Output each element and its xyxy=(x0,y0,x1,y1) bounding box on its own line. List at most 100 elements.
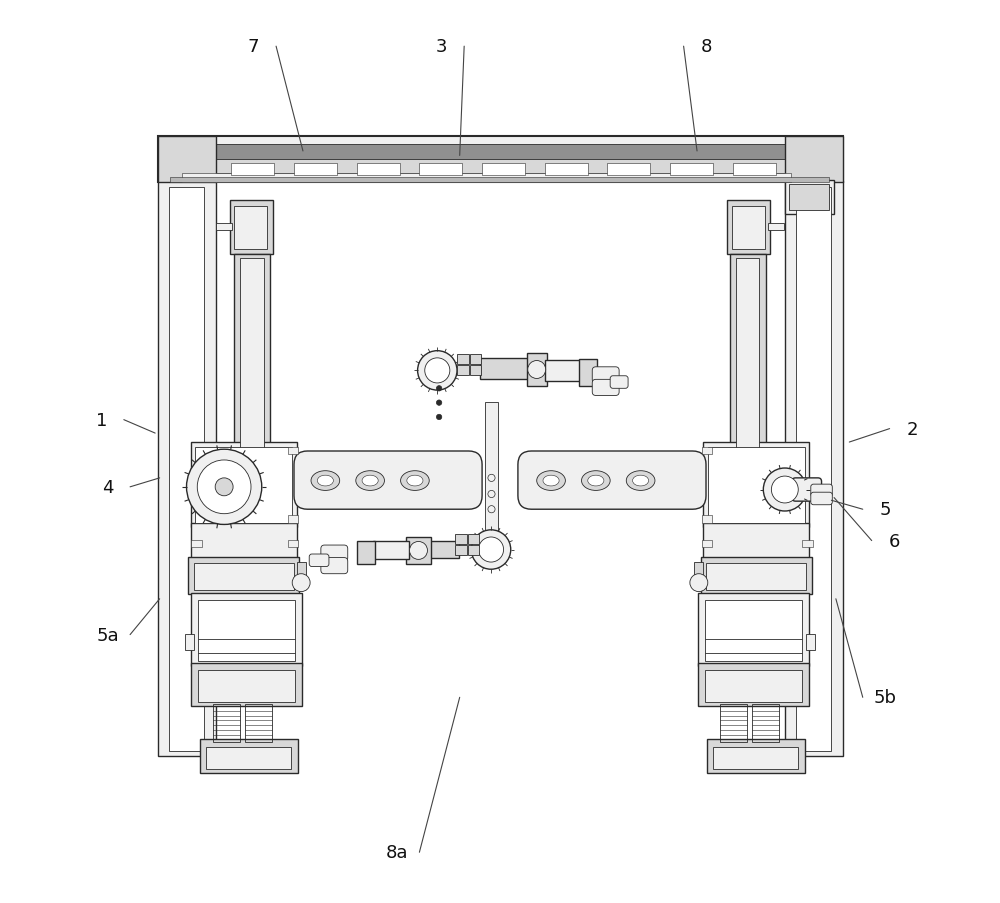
Bar xyxy=(245,704,272,742)
Bar xyxy=(213,704,240,742)
Bar xyxy=(705,671,802,702)
Bar xyxy=(713,747,798,769)
Circle shape xyxy=(436,386,442,392)
Bar xyxy=(185,634,194,650)
Bar xyxy=(406,537,431,564)
Text: 1: 1 xyxy=(96,411,107,429)
Circle shape xyxy=(410,542,427,560)
Bar xyxy=(373,542,409,560)
FancyBboxPatch shape xyxy=(309,554,329,567)
Bar xyxy=(470,366,481,376)
Circle shape xyxy=(763,469,806,511)
Bar xyxy=(191,664,302,706)
Bar xyxy=(727,201,770,255)
Bar xyxy=(733,163,776,176)
Bar xyxy=(455,535,467,545)
Bar xyxy=(703,523,809,559)
Circle shape xyxy=(187,450,262,525)
Bar xyxy=(796,188,831,751)
Bar xyxy=(158,182,216,756)
Bar xyxy=(294,163,337,176)
Bar xyxy=(206,747,291,769)
Bar xyxy=(419,163,462,176)
Bar xyxy=(706,563,806,591)
Bar xyxy=(694,563,703,590)
Bar xyxy=(198,671,295,702)
Circle shape xyxy=(690,574,708,592)
Circle shape xyxy=(197,461,251,514)
Bar xyxy=(720,704,747,742)
Bar xyxy=(736,259,759,465)
Bar xyxy=(702,540,712,547)
FancyBboxPatch shape xyxy=(592,368,619,384)
Bar xyxy=(732,207,765,249)
Bar xyxy=(288,447,298,454)
Bar xyxy=(234,207,267,249)
Bar xyxy=(607,163,650,176)
Bar xyxy=(480,358,530,380)
Bar xyxy=(198,600,295,661)
Bar xyxy=(705,600,802,661)
FancyBboxPatch shape xyxy=(811,493,832,505)
Bar xyxy=(806,634,815,650)
Circle shape xyxy=(479,537,504,563)
Circle shape xyxy=(215,479,233,497)
Bar xyxy=(170,160,829,174)
Circle shape xyxy=(528,361,546,379)
Bar xyxy=(231,163,274,176)
Bar xyxy=(169,188,204,751)
Bar xyxy=(785,182,843,756)
Bar xyxy=(357,541,375,564)
Ellipse shape xyxy=(582,471,610,491)
Text: 4: 4 xyxy=(102,479,113,497)
Bar xyxy=(579,359,597,386)
Bar xyxy=(785,181,834,214)
Bar xyxy=(670,163,713,176)
FancyBboxPatch shape xyxy=(321,558,348,574)
Bar xyxy=(191,442,297,527)
Ellipse shape xyxy=(543,476,559,487)
Ellipse shape xyxy=(537,471,565,491)
Ellipse shape xyxy=(356,471,384,491)
Bar xyxy=(195,447,292,523)
Bar xyxy=(191,593,302,666)
FancyBboxPatch shape xyxy=(811,485,832,498)
Bar xyxy=(468,535,479,545)
Bar xyxy=(545,163,588,176)
Text: 6: 6 xyxy=(888,532,900,550)
Bar xyxy=(297,563,306,590)
Bar xyxy=(485,403,498,532)
Circle shape xyxy=(425,358,450,384)
Bar xyxy=(527,354,547,386)
Bar xyxy=(802,540,813,547)
Bar xyxy=(698,593,809,666)
Ellipse shape xyxy=(407,476,423,487)
Bar xyxy=(455,545,467,555)
Bar xyxy=(545,360,581,382)
Bar xyxy=(430,542,459,558)
Bar xyxy=(230,201,273,255)
FancyBboxPatch shape xyxy=(294,452,482,509)
Text: 5a: 5a xyxy=(96,626,119,644)
Bar xyxy=(234,255,270,470)
Bar xyxy=(216,223,232,230)
Bar xyxy=(191,523,297,559)
Bar xyxy=(752,704,779,742)
Bar xyxy=(702,447,712,454)
Circle shape xyxy=(436,414,442,420)
Bar xyxy=(703,442,809,527)
Bar xyxy=(288,540,298,547)
FancyBboxPatch shape xyxy=(792,479,822,501)
Bar xyxy=(698,664,809,706)
FancyBboxPatch shape xyxy=(518,452,706,509)
Bar xyxy=(707,740,805,774)
Bar xyxy=(457,355,469,365)
Bar xyxy=(457,366,469,376)
Text: 5b: 5b xyxy=(874,689,897,706)
Bar xyxy=(468,545,479,555)
Bar xyxy=(768,223,784,230)
Bar xyxy=(170,144,829,161)
Bar xyxy=(158,136,216,183)
Ellipse shape xyxy=(401,471,429,491)
Circle shape xyxy=(292,574,310,592)
